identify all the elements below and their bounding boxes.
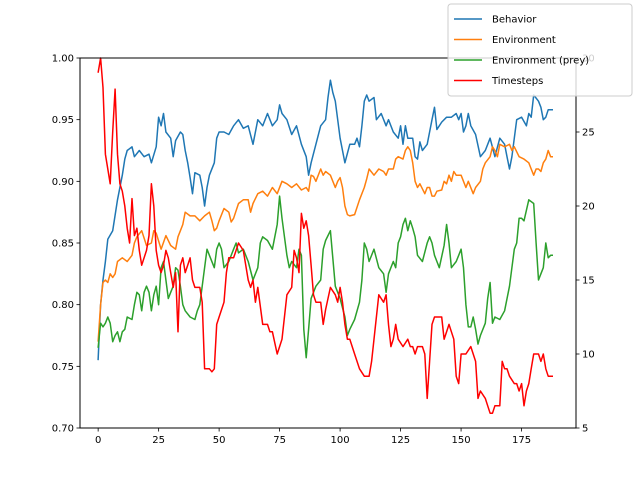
x-tick-label: 150	[452, 435, 471, 446]
legend-label-1: Environment	[492, 35, 556, 46]
x-axis: 0 25 50 75 100 125 150 175	[95, 428, 531, 446]
y2-tick-label: 10	[582, 350, 595, 361]
y-tick-label: 0.95	[52, 115, 74, 126]
legend: Behavior Environment Environment (prey) Tim…	[447, 3, 633, 97]
x-tick-label: 175	[512, 435, 531, 446]
y-tick-label: 1.00	[52, 54, 74, 65]
x-tick-label: 75	[273, 435, 286, 446]
y-axis-left: 0.70 0.75 0.80 0.85 0.90 0.95 1.00	[52, 54, 80, 435]
series-line-3	[97, 57, 553, 414]
x-tick-label: 125	[391, 435, 410, 446]
x-tick-label: 100	[331, 435, 350, 446]
y-tick-label: 0.85	[52, 239, 74, 250]
y-tick-label: 0.75	[52, 362, 74, 373]
y2-tick-label: 20	[582, 202, 595, 213]
y-tick-label: 0.80	[52, 300, 74, 311]
y2-tick-label: 25	[582, 128, 595, 139]
y2-tick-label: 5	[582, 424, 588, 435]
series-line-0	[97, 79, 553, 361]
y-tick-label: 0.90	[52, 177, 74, 188]
legend-box	[447, 3, 633, 97]
x-tick-label: 50	[213, 435, 226, 446]
legend-label-3: Timesteps	[491, 76, 543, 87]
series-line-2	[97, 195, 553, 359]
x-tick-label: 25	[152, 435, 165, 446]
series-layer	[97, 57, 553, 414]
legend-label-0: Behavior	[492, 15, 537, 26]
y2-tick-label: 15	[582, 276, 595, 287]
x-tick-label: 0	[95, 435, 101, 446]
legend-label-2: Environment (prey)	[492, 56, 589, 67]
series-line-1	[97, 143, 553, 342]
y-tick-label: 0.70	[52, 424, 74, 435]
